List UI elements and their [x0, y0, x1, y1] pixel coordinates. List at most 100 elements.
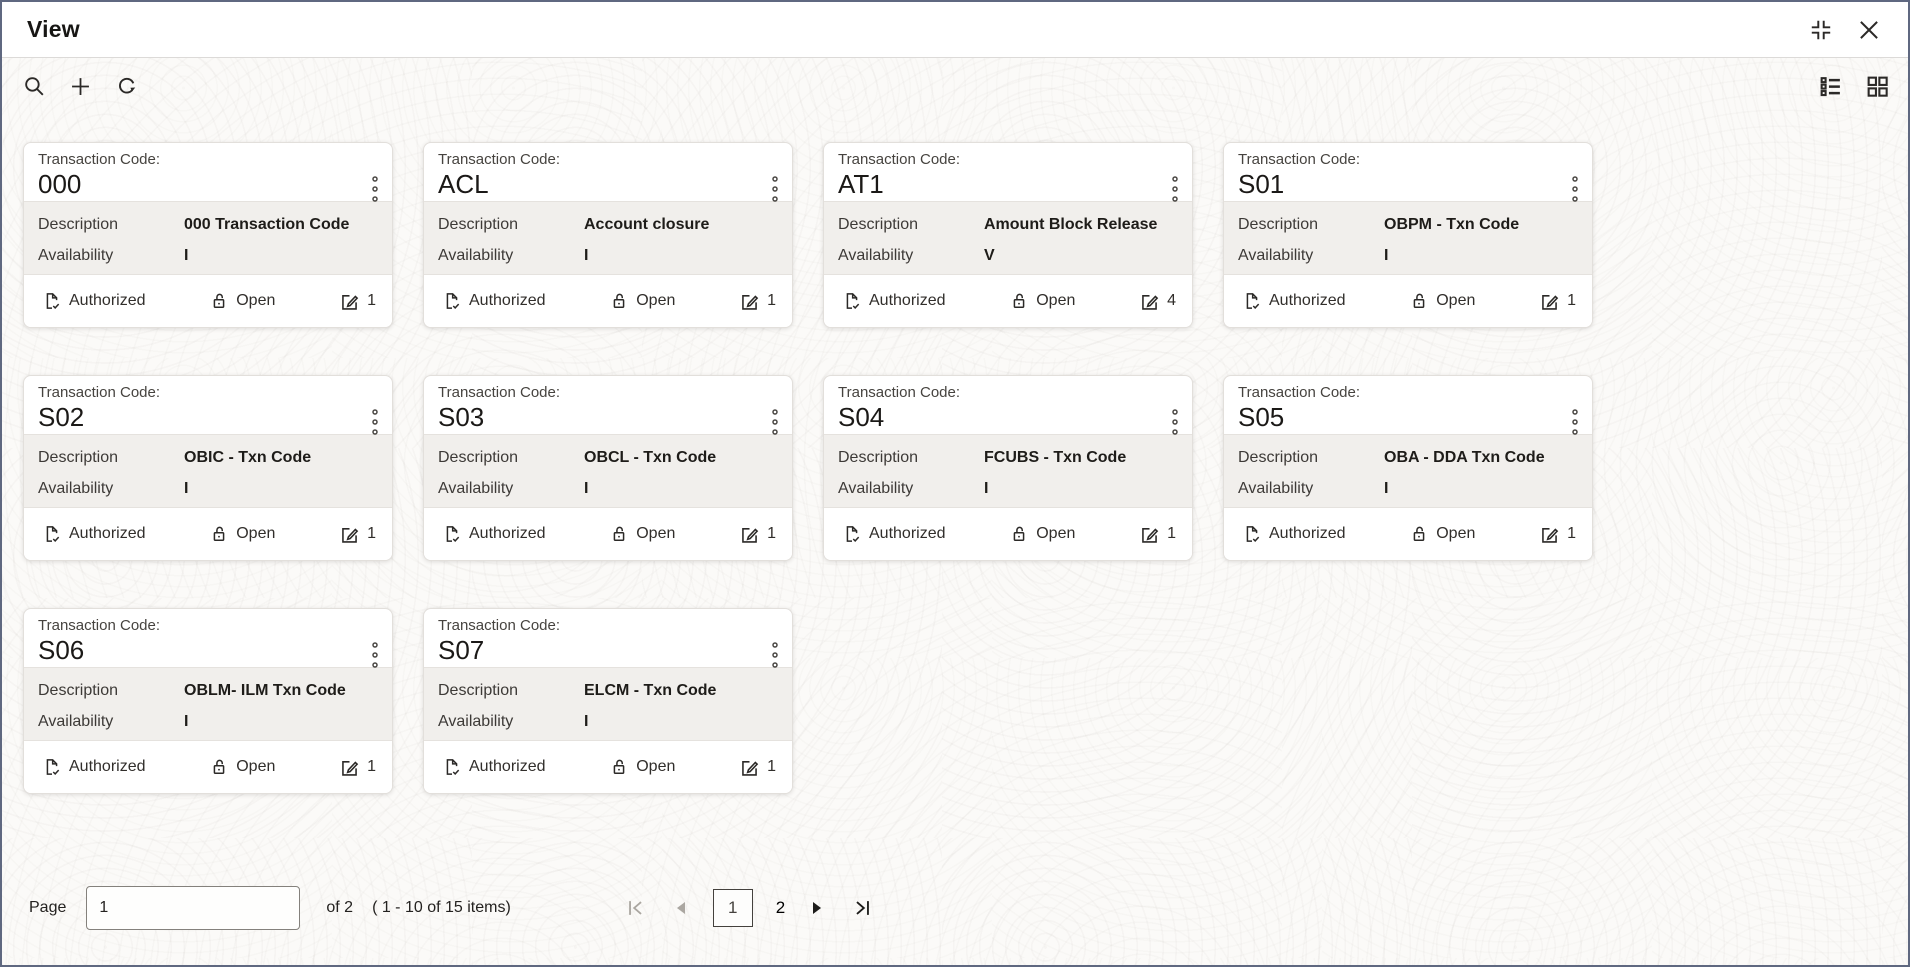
card-header: Transaction Code: ACL	[424, 143, 792, 202]
refresh-icon	[114, 74, 139, 99]
availability-label: Availability	[438, 480, 514, 497]
search-button[interactable]	[20, 72, 49, 101]
description-label: Description	[438, 682, 519, 699]
transaction-card[interactable]: Transaction Code: S05 Description OBA - …	[1223, 375, 1593, 561]
grid-view-button[interactable]	[1863, 72, 1892, 101]
description-label: Description	[38, 216, 119, 233]
kebab-icon	[369, 640, 381, 670]
description-value: FCUBS - Txn Code	[984, 449, 1127, 466]
transaction-code-label: Transaction Code:	[438, 617, 561, 634]
kebab-icon	[369, 407, 381, 437]
open-lock-icon	[609, 524, 629, 544]
transaction-card[interactable]: Transaction Code: AT1 Description Amount…	[823, 142, 1193, 328]
record-status-label: Open	[636, 758, 676, 775]
page-number-input[interactable]	[86, 886, 301, 930]
transaction-card[interactable]: Transaction Code: S02 Description OBIC -…	[23, 375, 393, 561]
record-status: Open	[609, 524, 675, 544]
card-body: Description OBIC - Txn Code Availability…	[24, 434, 392, 508]
open-lock-icon	[1409, 524, 1429, 544]
page-2-link[interactable]: 2	[775, 898, 786, 917]
transaction-card[interactable]: Transaction Code: S03 Description OBCL -…	[423, 375, 793, 561]
availability-label: Availability	[38, 247, 114, 264]
kebab-icon	[769, 407, 781, 437]
card-header: Transaction Code: S04	[824, 376, 1192, 435]
kebab-icon	[769, 640, 781, 670]
card-menu-button[interactable]	[767, 172, 783, 206]
transaction-card[interactable]: Transaction Code: S01 Description OBPM -…	[1223, 142, 1593, 328]
refresh-button[interactable]	[112, 72, 141, 101]
availability-label: Availability	[838, 247, 914, 264]
transaction-card[interactable]: Transaction Code: S07 Description ELCM -…	[423, 608, 793, 794]
modification-count-value: 1	[367, 292, 376, 309]
page-of-label: of 2	[326, 899, 354, 916]
description-label: Description	[838, 449, 919, 466]
card-header: Transaction Code: AT1	[824, 143, 1192, 202]
card-footer: Authorized Open	[24, 275, 392, 327]
list-view-button[interactable]	[1816, 72, 1845, 101]
kebab-icon	[1169, 407, 1181, 437]
next-page-button[interactable]	[808, 899, 826, 917]
availability-value: I	[184, 480, 189, 497]
modification-count-value: 1	[767, 292, 776, 309]
card-menu-button[interactable]	[367, 405, 383, 439]
first-page-button[interactable]	[623, 895, 649, 921]
card-footer: Authorized Open	[1224, 508, 1592, 560]
window-titlebar: View	[2, 2, 1908, 58]
transaction-code-value: S05	[1238, 402, 1285, 432]
edit-pencil-icon	[1139, 291, 1160, 312]
add-button[interactable]	[65, 71, 96, 102]
description-value: OBA - DDA Txn Code	[1384, 449, 1545, 466]
transaction-card[interactable]: Transaction Code: 000 Description 000 Tr…	[23, 142, 393, 328]
card-header: Transaction Code: S02	[24, 376, 392, 435]
collapse-window-button[interactable]	[1806, 15, 1836, 45]
record-status: Open	[609, 757, 675, 777]
card-footer: Authorized Open	[24, 741, 392, 793]
record-status-label: Open	[236, 292, 276, 309]
authorization-status-label: Authorized	[69, 292, 146, 309]
card-menu-button[interactable]	[1167, 405, 1183, 439]
modification-count-value: 1	[1567, 292, 1576, 309]
current-page-button[interactable]: 1	[712, 889, 753, 927]
modification-count: 1	[339, 291, 376, 312]
last-page-icon	[851, 897, 873, 919]
previous-page-button[interactable]	[672, 899, 690, 917]
card-menu-button[interactable]	[767, 405, 783, 439]
grid-view-icon	[1865, 74, 1890, 99]
card-menu-button[interactable]	[1567, 172, 1583, 206]
toolbar	[2, 58, 1908, 104]
card-footer: Authorized Open	[824, 275, 1192, 327]
open-lock-icon	[209, 524, 229, 544]
edit-pencil-icon	[739, 291, 760, 312]
description-label: Description	[438, 449, 519, 466]
modification-count-value: 1	[767, 525, 776, 542]
card-menu-button[interactable]	[1167, 172, 1183, 206]
transaction-card[interactable]: Transaction Code: S04 Description FCUBS …	[823, 375, 1193, 561]
authorization-status-label: Authorized	[1269, 525, 1346, 542]
record-status-label: Open	[236, 525, 276, 542]
description-value: Amount Block Release	[984, 216, 1158, 233]
record-status-label: Open	[1036, 525, 1076, 542]
description-label: Description	[1238, 449, 1319, 466]
transaction-code-value: S06	[38, 635, 85, 665]
transaction-card[interactable]: Transaction Code: ACL Description Accoun…	[423, 142, 793, 328]
card-menu-button[interactable]	[1567, 405, 1583, 439]
availability-value: I	[184, 713, 189, 730]
availability-value: I	[1384, 247, 1389, 264]
plus-icon	[67, 73, 94, 100]
authorization-status-label: Authorized	[469, 292, 546, 309]
card-header: Transaction Code: S07	[424, 609, 792, 668]
card-menu-button[interactable]	[767, 638, 783, 672]
card-footer: Authorized Open	[424, 508, 792, 560]
authorization-status: Authorized	[1242, 524, 1346, 544]
last-page-button[interactable]	[849, 895, 875, 921]
description-value: OBCL - Txn Code	[584, 449, 717, 466]
record-status-label: Open	[636, 292, 676, 309]
close-window-button[interactable]	[1854, 15, 1884, 45]
card-grid: Transaction Code: 000 Description 000 Tr…	[23, 142, 1908, 794]
card-menu-button[interactable]	[367, 172, 383, 206]
card-footer: Authorized Open	[824, 508, 1192, 560]
modification-count: 1	[1139, 524, 1176, 545]
card-menu-button[interactable]	[367, 638, 383, 672]
transaction-code-label: Transaction Code:	[38, 151, 161, 168]
transaction-card[interactable]: Transaction Code: S06 Description OBLM- …	[23, 608, 393, 794]
